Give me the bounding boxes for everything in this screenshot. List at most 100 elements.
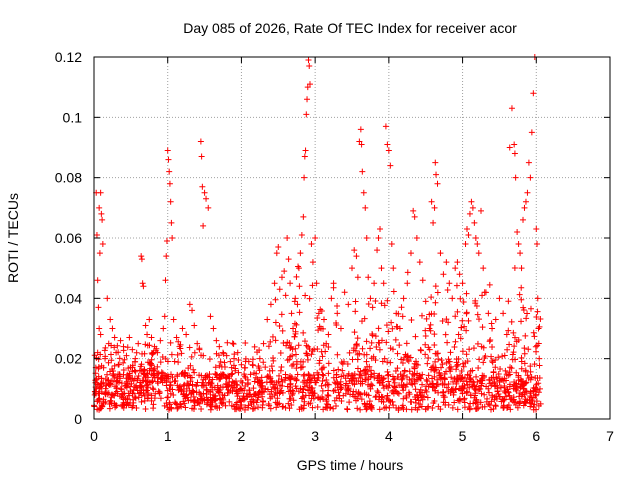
data-point [525, 159, 532, 166]
data-point [390, 376, 397, 383]
data-point [501, 382, 508, 389]
data-point [425, 372, 432, 379]
data-point [325, 392, 332, 399]
data-point [138, 253, 145, 260]
data-point [184, 394, 191, 401]
y-tick-label: 0.06 [55, 230, 82, 246]
data-point [406, 368, 413, 375]
data-point [403, 394, 410, 401]
data-point [288, 310, 295, 317]
data-point [156, 389, 163, 396]
data-point [295, 342, 302, 349]
data-point [229, 388, 236, 395]
data-point [452, 338, 459, 345]
data-point [207, 401, 214, 408]
data-point [432, 350, 439, 357]
data-point [416, 374, 423, 381]
data-point [107, 316, 114, 323]
data-point [393, 404, 400, 411]
data-point [460, 363, 467, 370]
data-point [154, 363, 161, 370]
data-point [135, 372, 142, 379]
data-point [146, 316, 153, 323]
data-point [287, 380, 294, 387]
data-point [145, 384, 152, 391]
data-point [319, 353, 326, 360]
data-point [118, 380, 125, 387]
data-point [431, 373, 438, 380]
data-point [519, 381, 526, 388]
data-point [200, 222, 207, 229]
data-point [431, 310, 438, 317]
data-point [315, 327, 322, 334]
data-point [183, 331, 190, 338]
data-point [454, 406, 461, 413]
data-point [521, 350, 528, 357]
data-point [467, 368, 474, 375]
data-point [198, 153, 205, 160]
data-point [319, 378, 326, 385]
data-point [527, 174, 534, 181]
data-point [452, 265, 459, 272]
data-point [452, 386, 459, 393]
data-point [245, 402, 252, 409]
data-point [256, 347, 263, 354]
data-point [476, 386, 483, 393]
data-point [517, 389, 524, 396]
data-point [385, 147, 392, 154]
data-point [325, 331, 332, 338]
data-point [311, 346, 318, 353]
data-point [339, 360, 346, 367]
data-point [485, 310, 492, 317]
data-point [197, 138, 204, 145]
data-point [168, 219, 175, 226]
data-point [534, 241, 541, 248]
data-point [168, 405, 175, 412]
data-point [363, 351, 370, 358]
data-point [511, 343, 518, 350]
data-point [135, 340, 142, 347]
data-point [108, 394, 115, 401]
data-point [356, 138, 363, 145]
data-point [284, 339, 291, 346]
data-point [363, 235, 370, 241]
data-point [180, 382, 187, 389]
data-point [137, 379, 144, 386]
data-point [260, 359, 267, 366]
data-point [511, 334, 518, 341]
data-point [480, 359, 487, 366]
data-point [387, 398, 394, 405]
data-point [349, 356, 356, 363]
data-point [488, 353, 495, 360]
data-point [254, 376, 261, 383]
data-point [399, 313, 406, 320]
data-point [473, 373, 480, 380]
data-point [107, 351, 114, 358]
data-point [368, 355, 375, 362]
data-point [319, 371, 326, 378]
data-point [259, 382, 266, 389]
data-point [508, 365, 515, 372]
data-point [532, 392, 539, 399]
data-point [492, 382, 499, 389]
data-point [220, 350, 227, 357]
data-point [291, 333, 298, 340]
data-point [378, 265, 385, 272]
data-point [497, 384, 504, 391]
data-point [144, 390, 151, 397]
data-point [347, 375, 354, 382]
data-point [117, 385, 124, 392]
data-point [275, 244, 282, 251]
data-point [306, 81, 313, 88]
data-point [371, 280, 378, 287]
data-point [270, 355, 277, 362]
data-point [439, 317, 446, 324]
data-point [140, 370, 147, 377]
data-point [302, 292, 309, 299]
data-point [160, 325, 167, 332]
data-point [94, 406, 101, 413]
data-point [453, 366, 460, 373]
data-point [443, 384, 450, 391]
data-point [119, 403, 126, 410]
data-point [510, 394, 517, 401]
